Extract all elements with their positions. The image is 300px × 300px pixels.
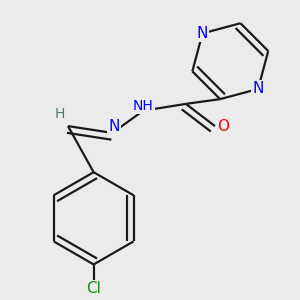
Text: O: O: [218, 118, 230, 134]
Text: N: N: [197, 26, 208, 41]
Text: H: H: [54, 107, 65, 121]
Text: Cl: Cl: [86, 281, 101, 296]
Text: N: N: [252, 82, 264, 97]
Text: N: N: [108, 119, 120, 134]
Text: NH: NH: [133, 99, 154, 112]
